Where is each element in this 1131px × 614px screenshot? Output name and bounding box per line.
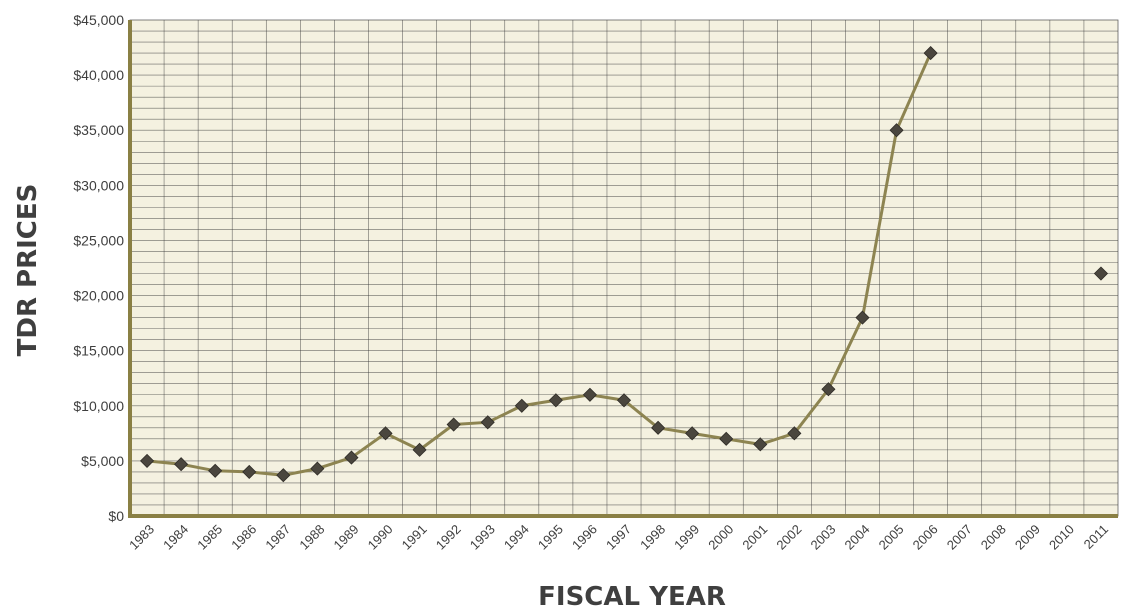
series-layer [139,46,1109,483]
data-point-marker [446,417,461,432]
x-tick-label: 1997 [603,522,634,553]
y-tick-label: $30,000 [73,177,124,193]
x-tick-label: 2007 [944,522,975,553]
data-point-marker [208,463,223,478]
x-tick-label: 1983 [126,522,157,553]
x-tick-label: 2006 [910,522,941,553]
x-tick-label: 2005 [876,522,907,553]
data-point-marker [1093,266,1109,281]
data-point-marker [582,387,597,402]
data-point-marker [412,442,427,457]
x-axis-title: FISCAL YEAR [538,582,726,612]
x-tick-label: 1995 [535,522,566,553]
data-point-marker [548,393,563,408]
x-tick-label: 2003 [807,522,838,553]
data-point-marker [685,426,700,441]
data-point-marker [514,398,529,413]
x-tick-label: 2009 [1012,522,1043,553]
x-tick-label: 2000 [705,522,736,553]
x-tick-label: 2001 [739,522,770,553]
y-tick-label: $20,000 [73,288,124,304]
x-tick-label: 1985 [194,522,225,553]
y-axis-ticks: $0 $5,000 $10,000 $15,000 $20,000 $25,000 $30,… [73,12,124,524]
data-point-marker [787,426,802,441]
data-point-marker [651,420,666,435]
y-tick-label: $0 [108,508,124,524]
x-tick-label: 1984 [160,522,191,553]
y-tick-label: $45,000 [73,12,124,28]
x-axis-ticks: 1983 1984 1985 1986 1987 1988 1989 1990 1991 1992… [126,522,1111,553]
data-point-marker [242,464,257,479]
y-axis-title: TDR PRICES [13,184,43,357]
x-tick-label: 2004 [842,522,873,553]
data-point-marker [276,468,291,483]
x-tick-label: 1992 [433,522,464,553]
x-tick-label: 1996 [569,522,600,553]
y-tick-label: $40,000 [73,67,124,83]
data-point-marker [719,431,734,446]
y-tick-label: $10,000 [73,398,124,414]
y-tick-label: $25,000 [73,232,124,248]
data-point-marker [616,393,632,408]
data-point-marker [889,123,904,138]
plot-area [130,20,1118,516]
y-tick-label: $5,000 [81,453,124,469]
data-point-marker [821,382,836,397]
data-point-marker [753,437,768,452]
x-tick-label: 1990 [365,522,396,553]
gridlines [129,19,1119,517]
data-point-marker [139,453,155,468]
data-point-marker [923,46,938,61]
x-tick-label: 1989 [331,522,362,553]
data-point-marker [855,310,870,325]
y-tick-label: $35,000 [73,122,124,138]
y-tick-label: $15,000 [73,343,124,359]
x-tick-label: 2002 [773,522,804,553]
data-point-marker [378,426,393,441]
x-tick-label: 1987 [262,522,293,553]
data-point-marker [174,457,189,472]
x-tick-label: 2011 [1081,522,1111,552]
data-point-marker [480,415,495,430]
data-point-marker [344,450,359,465]
data-point-marker [310,461,325,476]
x-tick-label: 2008 [978,522,1009,553]
x-tick-label: 1994 [501,522,532,553]
x-tick-label: 1991 [399,522,430,553]
axes [128,20,1118,518]
x-tick-label: 1986 [228,522,259,553]
x-tick-label: 2010 [1046,522,1077,553]
x-tick-label: 1988 [296,522,327,553]
x-tick-label: 1998 [637,522,668,553]
x-tick-label: 1993 [467,522,498,553]
x-tick-label: 1999 [671,522,702,553]
